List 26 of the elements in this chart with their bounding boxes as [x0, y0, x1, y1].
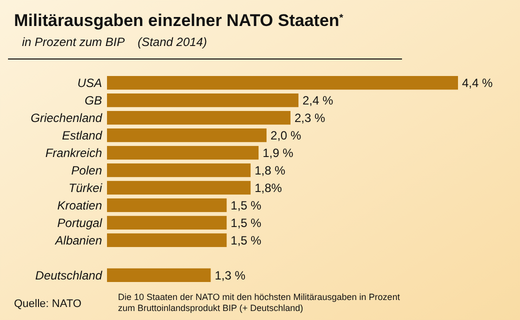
data-label: 1,8 % [254, 163, 286, 178]
data-label: 1,9 % [262, 146, 294, 160]
data-label: 1,5 % [230, 233, 262, 248]
y-tick-label: Kroatien [57, 198, 102, 212]
y-tick-label: Polen [71, 163, 102, 178]
data-label: 2,3 % [294, 110, 326, 125]
chart-title: Militärausgaben einzelner NATO Staaten$^{*}$ [14, 11, 344, 30]
y-tick-label: Türkei [68, 180, 102, 195]
y-tick-label: Griechenland [30, 110, 102, 125]
data-label: 1,5 % [230, 198, 262, 212]
data-label: 4,4 % [462, 76, 494, 90]
y-tick-label: GB [84, 94, 102, 108]
chart-subtitle: in Prozent zum BIP (Stand 2014) [22, 35, 207, 49]
data-label: 2,4 % [302, 94, 334, 108]
source-note: Quelle: NATO [14, 298, 82, 310]
y-tick-label: Estland [62, 128, 102, 142]
y-tick-label: Deutschland [35, 268, 102, 282]
y-tick-label: Frankreich [45, 146, 102, 160]
y-tick-label: USA [77, 76, 102, 90]
data-label: 1,5 % [230, 216, 262, 230]
data-label: 1,3 % [214, 268, 246, 282]
text: Die 10 Staaten der NATO mit den höchsten Militärausgaben in Prozent zum Bruttoinlandsprodukt BIP (+ Deutschland) [118, 292, 400, 313]
y-tick-label: Albanien [54, 233, 102, 248]
data-label: 1,8% [254, 180, 282, 195]
data-label: 2,0 % [270, 128, 302, 142]
y-tick-label: Portugal [57, 216, 102, 230]
